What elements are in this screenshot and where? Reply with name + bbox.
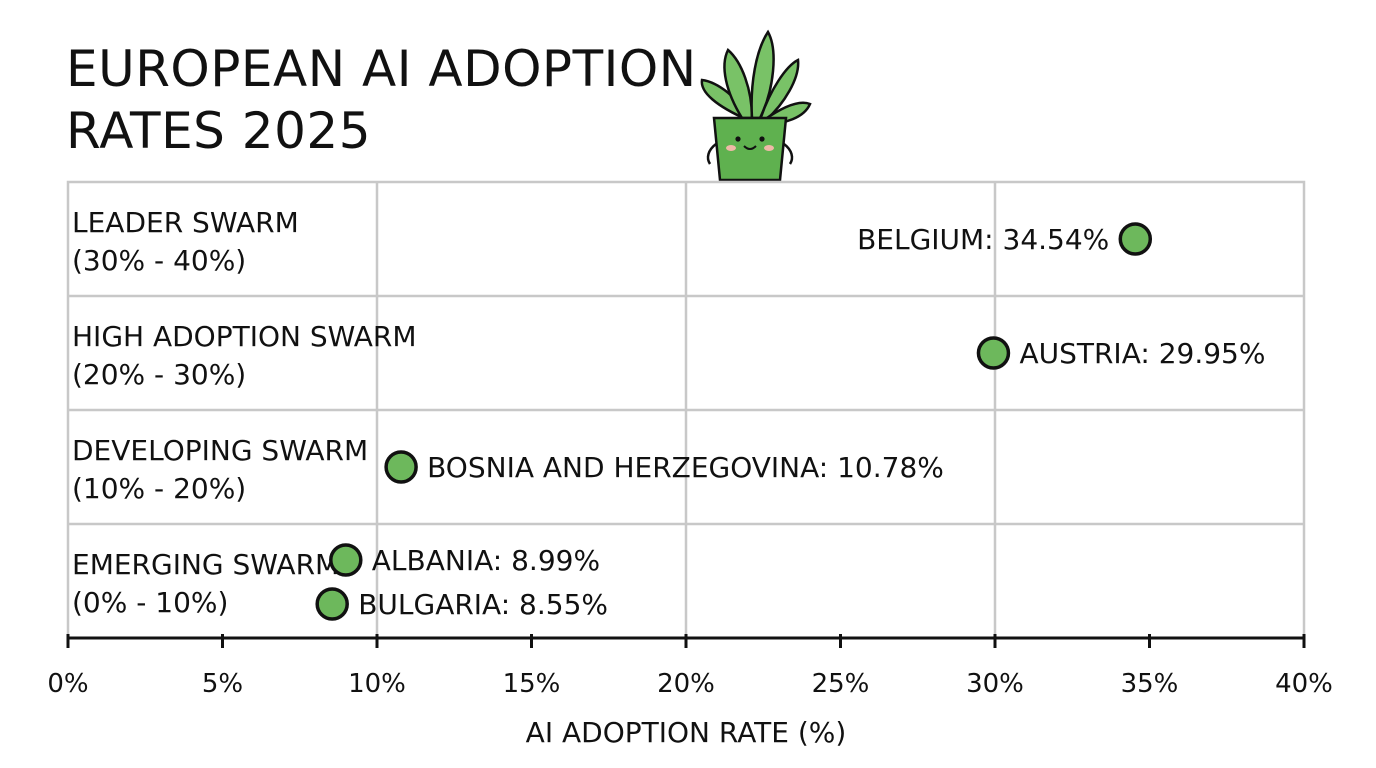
x-tick-label: 15% <box>503 669 561 699</box>
data-point <box>1118 222 1153 256</box>
potted-plant-mascot-icon <box>700 29 812 182</box>
mascot-blush <box>726 145 736 151</box>
mascot-eye <box>735 136 741 142</box>
band-range-label: (20% - 30%) <box>72 358 246 391</box>
pot-arm-shape <box>783 143 794 165</box>
x-tick-label: 35% <box>1121 669 1179 699</box>
mascot-mouth <box>743 145 757 150</box>
mascot-eye <box>759 136 765 142</box>
band-name-label: LEADER SWARM <box>72 206 299 239</box>
data-point-label: BOSNIA AND HERZEGOVINA: 10.78% <box>427 451 944 484</box>
data-point-label: BELGIUM: 34.54% <box>857 223 1109 256</box>
x-tick-label: 20% <box>657 669 715 699</box>
band-name-label: HIGH ADOPTION SWARM <box>72 320 417 353</box>
x-tick-label: 30% <box>966 669 1024 699</box>
chart-title: EUROPEAN AI ADOPTION RATES 2025 <box>66 40 697 160</box>
mascot-blush <box>764 145 774 151</box>
band-range-label: (0% - 10%) <box>72 586 228 619</box>
band-range-label: (10% - 20%) <box>72 472 246 505</box>
x-axis-label: AI ADOPTION RATE (%) <box>526 716 847 749</box>
band-range-label: (30% - 40%) <box>72 244 246 277</box>
data-point <box>384 450 418 484</box>
data-point <box>315 587 349 621</box>
band-name-label: EMERGING SWARM <box>72 548 339 581</box>
x-tick-label: 0% <box>47 669 88 699</box>
pot-arm-shape <box>706 143 717 165</box>
data-point-label: AUSTRIA: 29.95% <box>1019 337 1265 370</box>
data-point-label: ALBANIA: 8.99% <box>372 544 600 577</box>
x-tick-label: 40% <box>1275 669 1333 699</box>
band-name-label: DEVELOPING SWARM <box>72 434 368 467</box>
data-point-label: BULGARIA: 8.55% <box>358 588 608 621</box>
data-point <box>329 543 363 577</box>
x-tick-label: 10% <box>348 669 406 699</box>
data-point <box>976 336 1011 370</box>
x-tick-label: 5% <box>202 669 243 699</box>
x-tick-label: 25% <box>812 669 870 699</box>
leaf-shape <box>758 58 800 122</box>
